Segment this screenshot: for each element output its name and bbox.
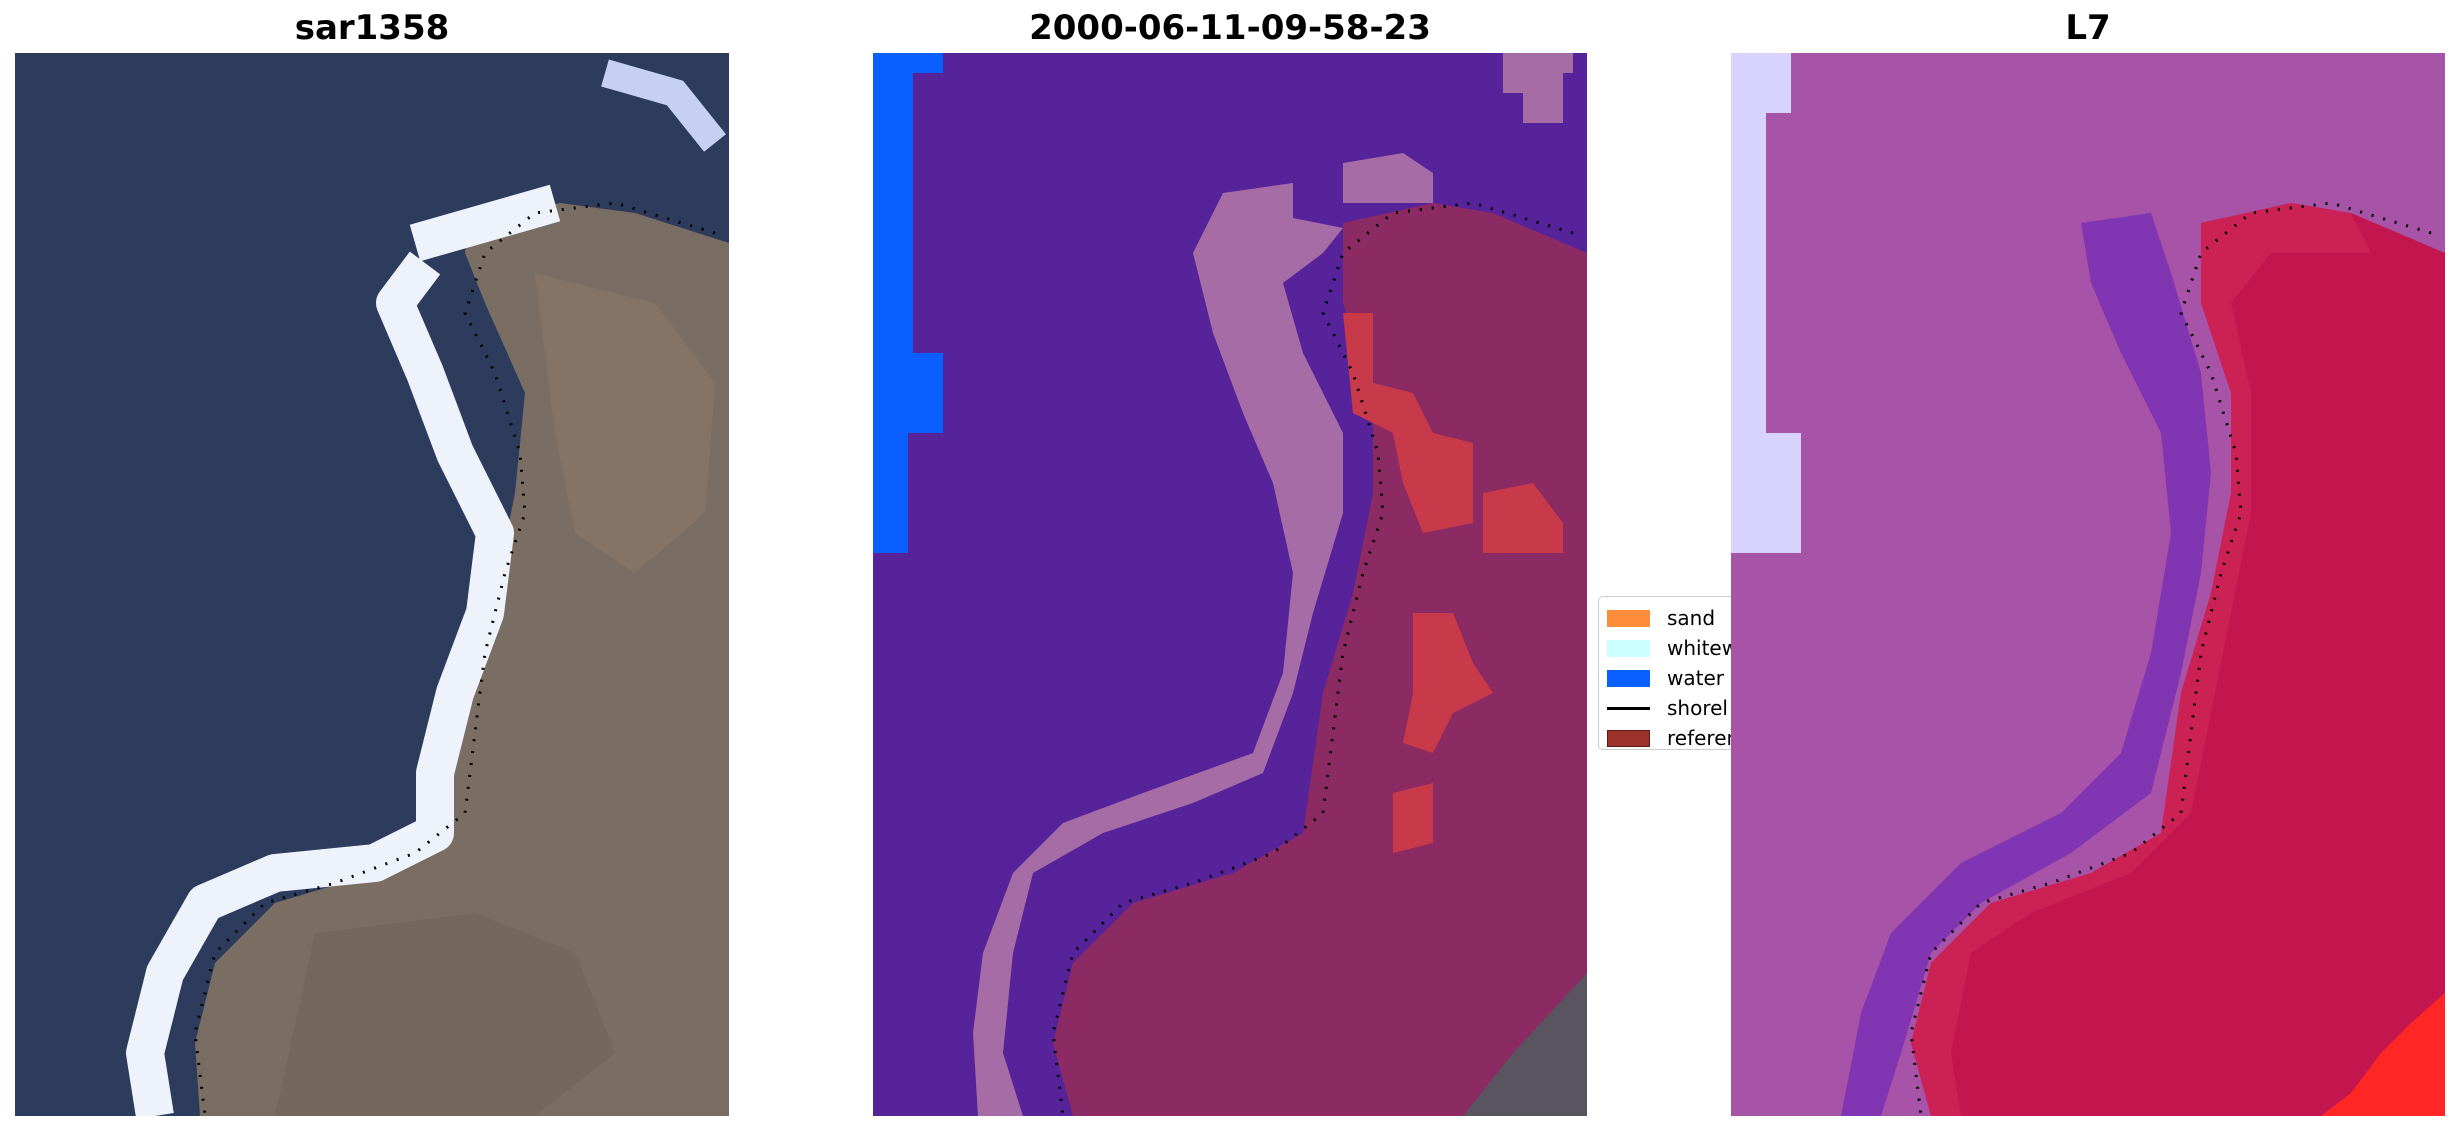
grey-corner [1463, 973, 1587, 1116]
legend-label-sand: sand [1667, 606, 1716, 630]
panel-title-2: 2000-06-11-09-58-23 [1029, 8, 1431, 48]
whitewater-class-band [973, 183, 1343, 1116]
land-red-patch-4 [1393, 783, 1433, 853]
panel-title-1: sar1358 [294, 8, 450, 48]
legend-label-water: water [1667, 666, 1724, 690]
legend-item-reference: referen [1607, 726, 1740, 750]
legend-item-shoreline: shorel [1607, 696, 1728, 720]
water-swatch [1607, 669, 1650, 687]
legend-item-water: water [1607, 666, 1724, 690]
legend-item-whitewater: whitew [1607, 636, 1738, 660]
l7-red-corner [2321, 993, 2445, 1116]
classification-image [873, 53, 1587, 1116]
land-shade [535, 273, 715, 573]
l7-channel [1841, 213, 2211, 1116]
whitewater-top [601, 59, 726, 152]
land-red-patch-3 [1403, 613, 1493, 753]
whitewater-top-right [1503, 53, 1573, 123]
whitewater-swatch [1607, 639, 1650, 657]
land-red-patch-1 [1343, 313, 1473, 533]
legend-label-whitewater: whitew [1667, 636, 1739, 660]
land-red-patch-2 [1483, 483, 1563, 553]
legend-label-reference: referen [1667, 726, 1740, 750]
l7-bright-strip [1731, 53, 1801, 553]
rgb-image [15, 53, 729, 1116]
sand-swatch [1607, 609, 1650, 627]
whitewater-band [126, 184, 561, 1116]
rgb-image-panel [15, 53, 729, 1116]
legend-label-shoreline: shorel [1667, 696, 1728, 720]
classification-panel [873, 53, 1587, 1116]
l7-image [1731, 53, 2445, 1116]
legend-item-sand: sand [1607, 606, 1715, 630]
shoreline-swatch [1607, 706, 1650, 710]
reference-swatch [1607, 729, 1650, 747]
land-class-area [1053, 203, 1587, 1116]
whitewater-top-blob [1343, 153, 1433, 203]
panel-title-3: L7 [2065, 8, 2111, 48]
l7-image-panel [1731, 53, 2445, 1116]
water-blue-strip [873, 53, 943, 553]
land-shade-2 [275, 913, 615, 1116]
